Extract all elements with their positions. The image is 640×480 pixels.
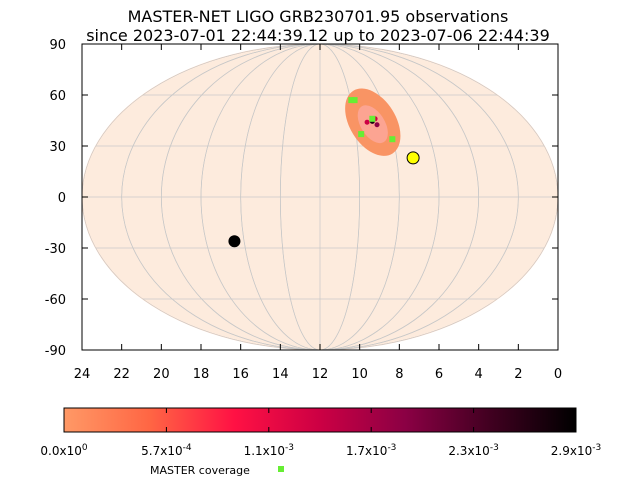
colorbar-tick-label: 1.1x10-3 <box>244 443 294 458</box>
colorbar-tick-label: 2.3x10-3 <box>448 443 498 458</box>
x-tick-label: 8 <box>395 367 403 382</box>
x-tick-label: 2 <box>514 367 522 382</box>
x-tick-label: 0 <box>554 367 562 382</box>
x-tick-label: 22 <box>113 367 130 382</box>
master-coverage-point <box>358 131 365 138</box>
x-tick-label: 12 <box>312 367 329 382</box>
colorbar-tick-label: 1.7x10-3 <box>346 443 396 458</box>
x-tick-label: 20 <box>153 367 170 382</box>
x-tick-label: 18 <box>193 367 210 382</box>
colorbar-tick-label: 5.7x10-4 <box>141 443 192 458</box>
grid-ra-line <box>240 44 400 350</box>
master-coverage-point <box>369 115 376 122</box>
y-tick-label: -30 <box>45 242 66 257</box>
colorbar-ticks: 0.0x100 5.7x10-4 1.1x10-3 1.7x10-3 2.3x10-3 2… <box>40 408 601 458</box>
x-tick-label: 10 <box>351 367 368 382</box>
graticule <box>82 44 558 350</box>
master-coverage-point <box>351 97 358 104</box>
grid-ra-line <box>279 44 361 350</box>
colorbar-tick-label: 2.9x10-3 <box>551 443 601 458</box>
marker-layer <box>228 97 420 248</box>
x-tick-label: 4 <box>475 367 483 382</box>
probability-hot-spot <box>374 122 380 128</box>
moon-marker <box>228 235 241 248</box>
colorbar <box>63 407 577 433</box>
colorbar-tick-label: 0.0x100 <box>40 443 87 458</box>
x-tick-label: 14 <box>272 367 289 382</box>
legend-swatch-master-coverage <box>278 466 284 472</box>
x-tick-label: 24 <box>74 367 91 382</box>
y-tick-label: 90 <box>49 38 66 53</box>
master-coverage-point <box>348 97 355 104</box>
x-tick-label: 6 <box>435 367 443 382</box>
probability-region-core <box>357 105 388 144</box>
grid-ra-line <box>200 44 440 350</box>
sun-marker <box>406 151 420 165</box>
chart-title: MASTER-NET LIGO GRB230701.95 observation… <box>128 7 509 26</box>
probability-hot-spot <box>364 119 370 125</box>
y-tick-label: -60 <box>45 293 66 308</box>
legend-label: MASTER coverage <box>150 464 250 477</box>
y-tick-label: 60 <box>49 89 66 104</box>
y-axis-ticks: 90 60 30 0 -30 -60 -90 <box>45 38 558 359</box>
y-tick-label: -90 <box>45 344 66 359</box>
chart-subtitle: since 2023-07-01 22:44:39.12 up to 2023-… <box>86 26 550 45</box>
master-coverage-point <box>389 136 396 143</box>
x-tick-label: 16 <box>232 367 249 382</box>
grid-ra-line <box>160 44 480 350</box>
y-tick-label: 30 <box>49 140 66 155</box>
grid-ra-line <box>121 44 519 350</box>
y-tick-label: 0 <box>58 191 66 206</box>
x-axis-ticks: 24 22 20 18 16 14 12 10 8 6 4 2 0 <box>74 44 562 382</box>
